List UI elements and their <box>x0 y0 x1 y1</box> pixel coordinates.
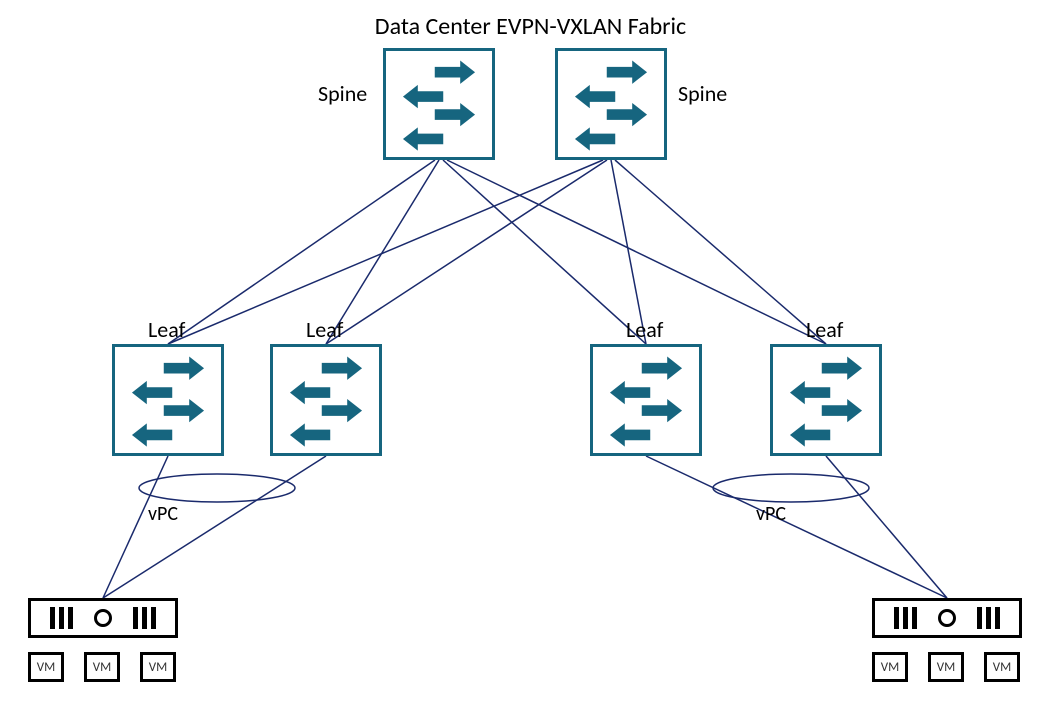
vm-box: VM <box>984 652 1020 682</box>
server-vent-icon <box>894 607 917 629</box>
server-power-icon <box>938 609 956 627</box>
vpc-left-label: vPC <box>148 502 178 526</box>
leaf1-label: Leaf <box>148 316 185 343</box>
leaf-switch-4 <box>770 344 882 456</box>
leaf-switch-2 <box>270 344 382 456</box>
leaf-switch-1 <box>112 344 224 456</box>
vm-box: VM <box>928 652 964 682</box>
server-vent-icon <box>50 607 73 629</box>
vm-box: VM <box>872 652 908 682</box>
server-left <box>28 598 178 638</box>
diagram-title: Data Center EVPN-VXLAN Fabric <box>0 12 1061 41</box>
vpc-right-label: vPC <box>756 502 786 526</box>
vm-box: VM <box>84 652 120 682</box>
leaf2-label: Leaf <box>306 316 343 343</box>
server-power-icon <box>94 609 112 627</box>
spine-right-label: Spine <box>678 80 727 107</box>
leaf-switch-3 <box>590 344 702 456</box>
vm-box: VM <box>28 652 64 682</box>
vm-box: VM <box>140 652 176 682</box>
server-vent-icon <box>977 607 1000 629</box>
leaf3-label: Leaf <box>626 316 663 343</box>
spine-switch-1 <box>383 48 495 160</box>
spine-switch-2 <box>555 48 667 160</box>
server-vent-icon <box>133 607 156 629</box>
server-right <box>872 598 1022 638</box>
leaf4-label: Leaf <box>806 316 843 343</box>
spine-left-label: Spine <box>318 80 367 107</box>
